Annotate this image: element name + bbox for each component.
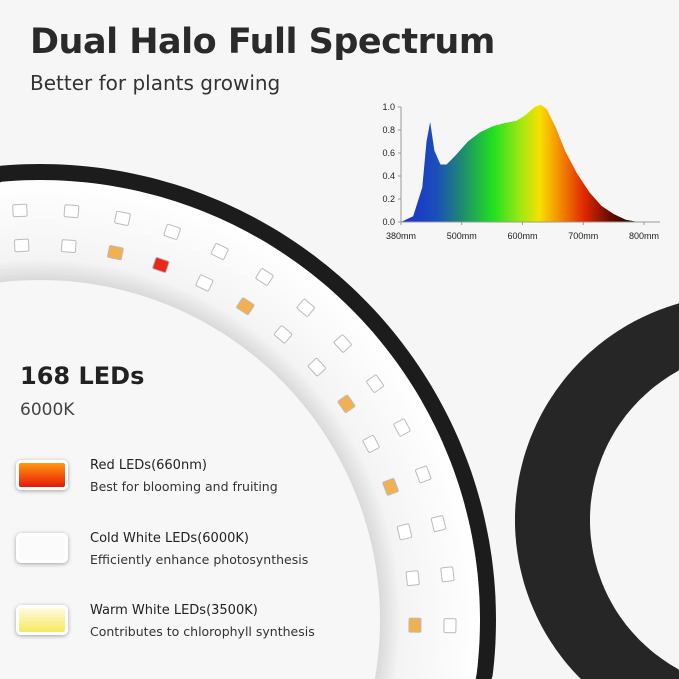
led-chip xyxy=(152,256,170,274)
led-chip xyxy=(12,203,28,218)
led-chip xyxy=(393,418,411,437)
led-chip xyxy=(405,570,420,587)
led-chip xyxy=(107,245,124,261)
legend-desc: Best for blooming and fruiting xyxy=(90,479,278,494)
led-chip xyxy=(255,268,274,286)
legend-title: Red LEDs(660nm) xyxy=(90,458,207,473)
cold-white-led-swatch xyxy=(16,533,68,563)
led-chip xyxy=(382,478,399,496)
led-chip xyxy=(337,394,356,413)
red-led-swatch xyxy=(16,460,68,490)
led-count: 168 LEDs xyxy=(20,362,145,390)
led-chip xyxy=(430,515,447,532)
led-chip xyxy=(60,239,77,254)
legend-desc: Efficiently enhance photosynthesis xyxy=(90,552,309,567)
led-chip xyxy=(114,210,131,226)
ring-inner xyxy=(0,280,380,679)
page-title: Dual Halo Full Spectrum xyxy=(30,22,495,62)
led-chip xyxy=(195,274,214,292)
legend-title: Warm White LEDs(3500K) xyxy=(90,603,258,618)
led-chip xyxy=(408,617,422,633)
second-ring-inner xyxy=(590,350,679,679)
led-chip xyxy=(440,566,455,583)
led-chip xyxy=(333,334,352,353)
page-subtitle: Better for plants growing xyxy=(30,71,281,95)
led-chip xyxy=(13,238,30,253)
led-chip xyxy=(163,223,181,240)
led-chip xyxy=(63,204,80,219)
led-chip xyxy=(396,523,413,541)
led-chip xyxy=(362,434,380,453)
led-chip xyxy=(273,325,293,344)
led-chip xyxy=(307,358,326,377)
led-chip xyxy=(296,298,315,317)
warm-white-led-swatch xyxy=(16,605,68,635)
led-chip xyxy=(366,374,384,393)
legend-title: Cold White LEDs(6000K) xyxy=(90,531,249,546)
led-chip xyxy=(443,618,457,634)
legend-desc: Contributes to chlorophyll synthesis xyxy=(90,624,315,639)
led-chip xyxy=(210,243,229,260)
led-chip xyxy=(415,465,432,484)
color-temperature: 6000K xyxy=(20,400,75,420)
led-chip xyxy=(236,297,255,315)
